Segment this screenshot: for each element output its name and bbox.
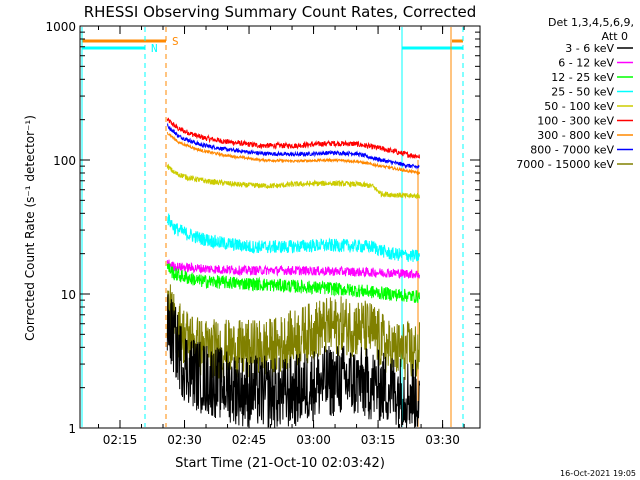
y-tick-label-1: 10 [61,288,76,302]
legend-label-6: 300 - 800 keV [537,129,614,142]
y-tick-label-0: 1 [68,422,76,436]
chart-title: RHESSI Observing Summary Count Rates, Co… [84,3,477,21]
state-bars: S N [81,27,464,427]
saa-annotation: S [172,35,179,48]
legend-label-5: 100 - 300 keV [537,115,614,128]
plot-frame [79,25,481,429]
series-line-7 [166,122,420,170]
legend-title-line2: Att 0 [602,30,628,43]
series-line-2 [166,263,420,304]
y-tick-label-3: 1000 [45,20,76,34]
night-annotation: N [151,42,158,55]
x-tick-label-4: 03:15 [361,433,396,447]
y-axis: 1 10 100 1000 [45,20,480,436]
legend: Det 1,3,4,5,6,9, Att 0 3 - 6 keV 6 - 12 k… [516,16,634,171]
legend-label-4: 50 - 100 keV [544,100,614,113]
series-line-4 [166,163,420,200]
series-layer [166,117,420,429]
y-axis-label: Corrected Count Rate (s⁻¹ detector⁻¹) [23,115,37,341]
series-line-5 [166,117,420,160]
series-line-0 [166,294,420,429]
x-tick-label-0: 02:15 [103,433,138,447]
x-tick-label-1: 02:30 [167,433,202,447]
x-axis: 02:15 02:30 02:45 03:00 03:15 03:30 [97,26,465,447]
series-line-8 [166,284,420,381]
x-tick-label-2: 02:45 [232,433,267,447]
legend-label-1: 6 - 12 keV [558,57,614,70]
legend-label-2: 12 - 25 keV [551,71,614,84]
legend-label-3: 25 - 50 keV [551,86,614,99]
x-tick-label-5: 03:30 [425,433,460,447]
series-line-3 [166,213,420,263]
y-tick-label-2: 100 [53,154,76,168]
legend-label-7: 800 - 7000 keV [530,144,614,157]
legend-title-line1: Det 1,3,4,5,6,9, [548,16,634,29]
legend-label-8: 7000 - 15000 keV [516,158,614,171]
x-axis-label: Start Time (21-Oct-10 02:03:42) [175,456,385,471]
plot-background [79,25,481,429]
series-line-6 [166,131,420,176]
legend-label-0: 3 - 6 keV [565,42,614,55]
footer-date: 16-Oct-2021 19:05 [560,469,636,478]
series-line-1 [166,259,420,279]
x-tick-label-3: 03:00 [296,433,331,447]
